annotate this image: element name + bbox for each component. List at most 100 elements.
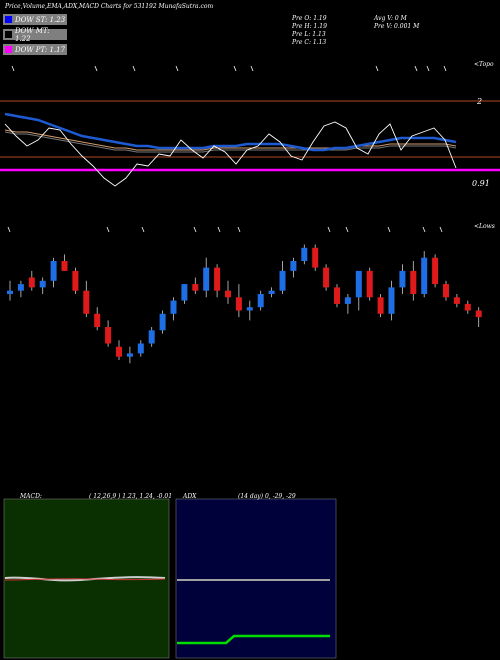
adx-line bbox=[177, 634, 330, 645]
candle-body bbox=[105, 327, 112, 344]
lows-markers bbox=[7, 226, 443, 233]
prev-volume: Pre V: 0.001 M bbox=[374, 23, 420, 30]
level-091-label: 0.91 bbox=[472, 179, 490, 188]
dow-st-swatch bbox=[5, 16, 12, 23]
candle-body bbox=[170, 300, 177, 314]
candle-body bbox=[355, 270, 362, 298]
topo-marker bbox=[11, 65, 15, 72]
candle-body bbox=[312, 247, 319, 268]
prev-open: Pre O: 1.19 bbox=[292, 15, 327, 22]
topo-markers bbox=[11, 65, 447, 72]
candle-body bbox=[290, 261, 297, 271]
lows-marker bbox=[141, 226, 145, 233]
candle-body bbox=[323, 267, 330, 288]
close-line bbox=[4, 121, 457, 187]
candle-body bbox=[344, 297, 351, 304]
ema-mid-line bbox=[4, 129, 457, 151]
topo-marker bbox=[250, 65, 254, 72]
prev-close: Pre C: 1.13 bbox=[292, 39, 327, 46]
lows-marker bbox=[327, 226, 331, 233]
topo-marker bbox=[94, 65, 98, 72]
candle-body bbox=[116, 346, 122, 357]
candle-body bbox=[203, 267, 210, 291]
avg-volume: Avg V: 0 M bbox=[374, 15, 407, 22]
ema-long-line bbox=[4, 131, 457, 153]
candle-body bbox=[181, 284, 188, 301]
adx-panel bbox=[175, 498, 337, 659]
candle-body bbox=[39, 280, 46, 288]
candle-body bbox=[214, 267, 221, 291]
candle-body bbox=[246, 307, 253, 311]
level-2-label: 2 bbox=[476, 97, 482, 106]
candle-body bbox=[192, 284, 199, 291]
candle-body bbox=[126, 353, 133, 357]
topo-label: <Topo bbox=[474, 61, 494, 68]
ema-lines bbox=[4, 112, 457, 187]
dow-mt-swatch bbox=[5, 31, 12, 38]
dow-pt-swatch bbox=[5, 46, 12, 53]
dow-pt-legend: DOW PT: 1.17 bbox=[3, 44, 67, 55]
lows-label: <Lows bbox=[474, 223, 495, 230]
candle-body bbox=[28, 277, 35, 288]
candle-body bbox=[432, 257, 439, 285]
macd-signal-line bbox=[4, 578, 166, 581]
dow-mt-legend: DOW MT: 1.22 bbox=[3, 26, 67, 43]
candle-body bbox=[334, 287, 340, 304]
candle-body bbox=[301, 247, 308, 261]
candle-body bbox=[257, 294, 264, 308]
adx-params: (14 day) 0, -29, -29 bbox=[238, 493, 296, 500]
candle-body bbox=[83, 290, 90, 314]
prev-low: Pre L: 1.13 bbox=[292, 31, 326, 38]
candle-body bbox=[225, 290, 231, 298]
candle-body bbox=[399, 270, 406, 288]
candles bbox=[7, 244, 482, 364]
candle-body bbox=[279, 270, 286, 291]
candle-body bbox=[475, 310, 482, 318]
candle-body bbox=[72, 270, 79, 291]
dow-st-legend: DOW ST: 1.23 bbox=[3, 14, 67, 25]
dow-pt-label: DOW PT: 1.17 bbox=[15, 45, 66, 54]
dow-mt-label: DOW MT: 1.22 bbox=[14, 26, 50, 43]
candle-body bbox=[148, 330, 155, 344]
candle-body bbox=[235, 297, 242, 311]
candle-body bbox=[453, 297, 460, 304]
dow-st-label: DOW ST: 1.23 bbox=[15, 15, 66, 24]
candle-body bbox=[421, 257, 428, 294]
topo-marker bbox=[375, 65, 379, 72]
lows-marker bbox=[439, 226, 443, 233]
candle-body bbox=[94, 313, 101, 327]
candle-body bbox=[137, 343, 144, 354]
macd-line bbox=[4, 576, 166, 582]
topo-marker bbox=[233, 65, 237, 72]
candle-body bbox=[268, 290, 275, 294]
chart-title: Price,Volume,EMA,ADX,MACD Charts for 531… bbox=[5, 3, 214, 10]
lows-marker bbox=[106, 226, 110, 233]
candle-body bbox=[388, 287, 395, 314]
candle-body bbox=[7, 290, 13, 294]
ema-short-line bbox=[4, 112, 457, 152]
candle-body bbox=[17, 284, 24, 291]
lows-marker bbox=[7, 226, 11, 233]
adx-label: ADX bbox=[183, 493, 197, 500]
macd-label: MACD: bbox=[20, 493, 42, 500]
lows-marker bbox=[217, 226, 221, 233]
candle-body bbox=[159, 313, 166, 331]
topo-marker bbox=[414, 65, 418, 72]
candle-body bbox=[61, 261, 68, 271]
lows-marker bbox=[387, 226, 391, 233]
candle-body bbox=[443, 284, 449, 298]
topo-marker bbox=[175, 65, 179, 72]
lows-marker bbox=[237, 226, 241, 233]
candle-body bbox=[377, 297, 384, 314]
topo-marker bbox=[426, 65, 430, 72]
candle-body bbox=[366, 270, 373, 298]
lows-marker bbox=[193, 226, 197, 233]
candle-body bbox=[50, 261, 57, 281]
prev-high: Pre H: 1.19 bbox=[292, 23, 327, 30]
lows-marker bbox=[345, 226, 349, 233]
lows-marker bbox=[422, 226, 426, 233]
macd-params: ( 12,26,9 ) 1.23, 1.24, -0.01 bbox=[89, 493, 173, 500]
topo-marker bbox=[443, 65, 447, 72]
candle-body bbox=[410, 270, 417, 294]
topo-marker bbox=[132, 65, 136, 72]
